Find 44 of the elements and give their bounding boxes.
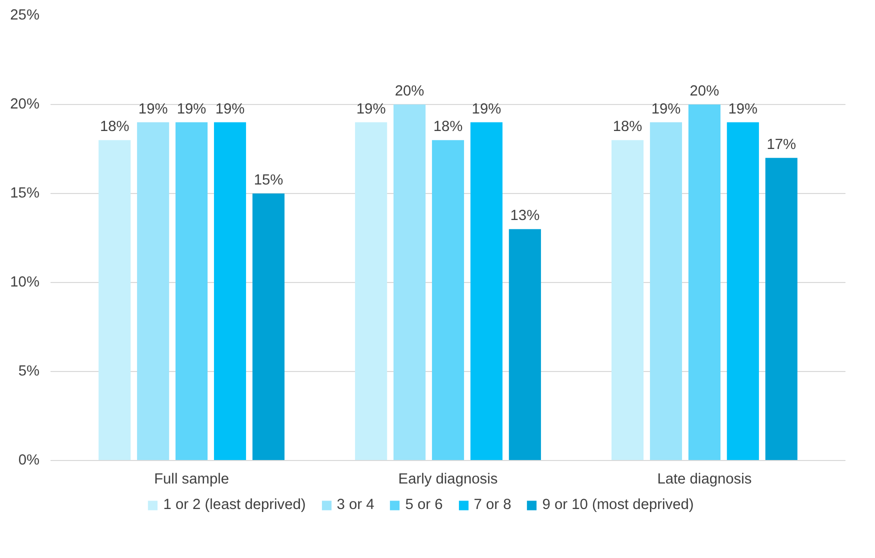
x-tick-label: Full sample	[154, 472, 230, 488]
legend-label: 5 or 6	[405, 497, 443, 513]
data-label: 17%	[766, 136, 796, 153]
data-label: 20%	[394, 84, 424, 100]
data-label: 19%	[138, 101, 168, 118]
legend-label: 9 or 10 (most deprived)	[542, 497, 694, 513]
legend-label: 3 or 4	[336, 497, 374, 513]
y-tick-label: 10%	[10, 274, 40, 290]
data-label: 18%	[612, 119, 642, 136]
bar	[98, 140, 131, 460]
bar	[726, 122, 759, 460]
y-tick-label: 5%	[18, 364, 40, 380]
data-label: 19%	[215, 101, 245, 118]
data-label: 18%	[433, 119, 463, 136]
data-label: 19%	[651, 101, 681, 118]
bar	[470, 122, 502, 460]
bar	[176, 122, 208, 460]
bar	[611, 140, 644, 460]
bar	[214, 122, 246, 460]
data-label: 18%	[100, 119, 130, 136]
bar	[650, 122, 682, 460]
y-tick-label: 25%	[10, 8, 40, 24]
y-tick-label: 0%	[18, 452, 40, 468]
bar	[137, 122, 170, 460]
data-label: 15%	[254, 172, 284, 188]
bar	[355, 122, 388, 460]
data-label: 19%	[472, 101, 502, 118]
legend-label: 1 or 2 (least deprived)	[163, 497, 306, 513]
x-tick-label: Early diagnosis	[398, 472, 498, 488]
y-tick-label: 20%	[10, 96, 40, 112]
data-label: 19%	[176, 101, 206, 118]
bar	[252, 194, 285, 460]
data-label: 13%	[510, 208, 540, 224]
bar	[508, 229, 541, 460]
bar	[394, 104, 426, 460]
data-label: 19%	[356, 101, 386, 118]
bar	[432, 140, 464, 460]
data-label: 19%	[728, 101, 758, 118]
data-label: 20%	[690, 84, 720, 100]
bar	[765, 158, 798, 460]
bar	[688, 104, 720, 460]
x-tick-label: Late diagnosis	[657, 472, 752, 488]
legend-label: 7 or 8	[474, 497, 512, 513]
y-tick-label: 15%	[10, 186, 40, 202]
